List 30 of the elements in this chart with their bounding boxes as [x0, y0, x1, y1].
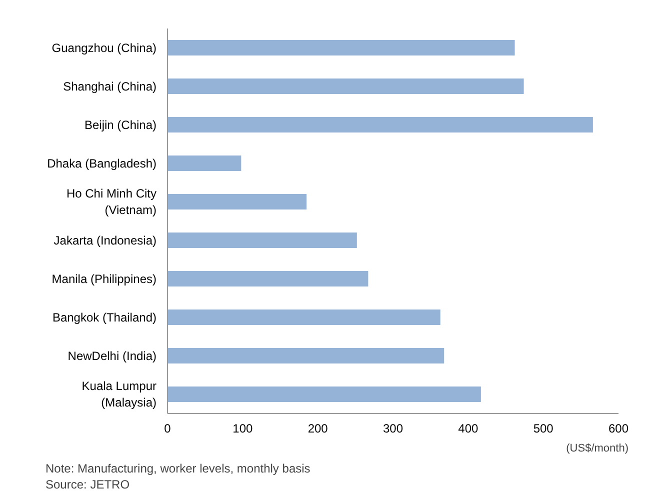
y-tick-label: Jakarta (Indonesia)	[54, 233, 157, 248]
bar	[168, 310, 440, 325]
y-tick-label: Manila (Philippines)	[52, 272, 157, 286]
x-tick-label: 300	[382, 422, 404, 436]
y-tick-label: Ho Chi Minh City (Vietnam)	[66, 186, 157, 218]
bar	[168, 117, 593, 132]
source-note: Source: JETRO	[46, 478, 130, 491]
bar	[168, 348, 444, 364]
y-tick-label: Shanghai (China)	[63, 79, 157, 94]
bar	[168, 194, 307, 210]
y-tick-label: Dhaka (Bangladesh)	[47, 156, 157, 170]
bar	[168, 156, 242, 171]
bar	[168, 271, 368, 286]
y-tick-label: NewDelhi (India)	[68, 348, 157, 363]
x-axis-title: (US$/month)	[566, 442, 629, 454]
x-tick-label: 600	[608, 422, 629, 436]
y-tick-label: Guangzhou (China)	[52, 40, 157, 55]
y-tick-label: Kuala Lumpur (Malaysia)	[82, 378, 157, 410]
x-tick-label: 0	[164, 422, 172, 436]
bar	[168, 386, 481, 402]
text: Note: Manufacturing, worker levels, monthly basis	[46, 462, 310, 476]
x-tick-label: 500	[533, 422, 554, 436]
x-tick-label: 400	[458, 422, 479, 436]
bar	[168, 40, 515, 56]
bar	[168, 78, 524, 94]
x-tick-label: 200	[308, 422, 328, 436]
y-tick-label: Beijin (China)	[84, 118, 157, 132]
y-tick-label: Bangkok (Thailand)	[52, 310, 157, 324]
bar	[168, 232, 357, 248]
x-tick-label: 100	[232, 422, 254, 436]
